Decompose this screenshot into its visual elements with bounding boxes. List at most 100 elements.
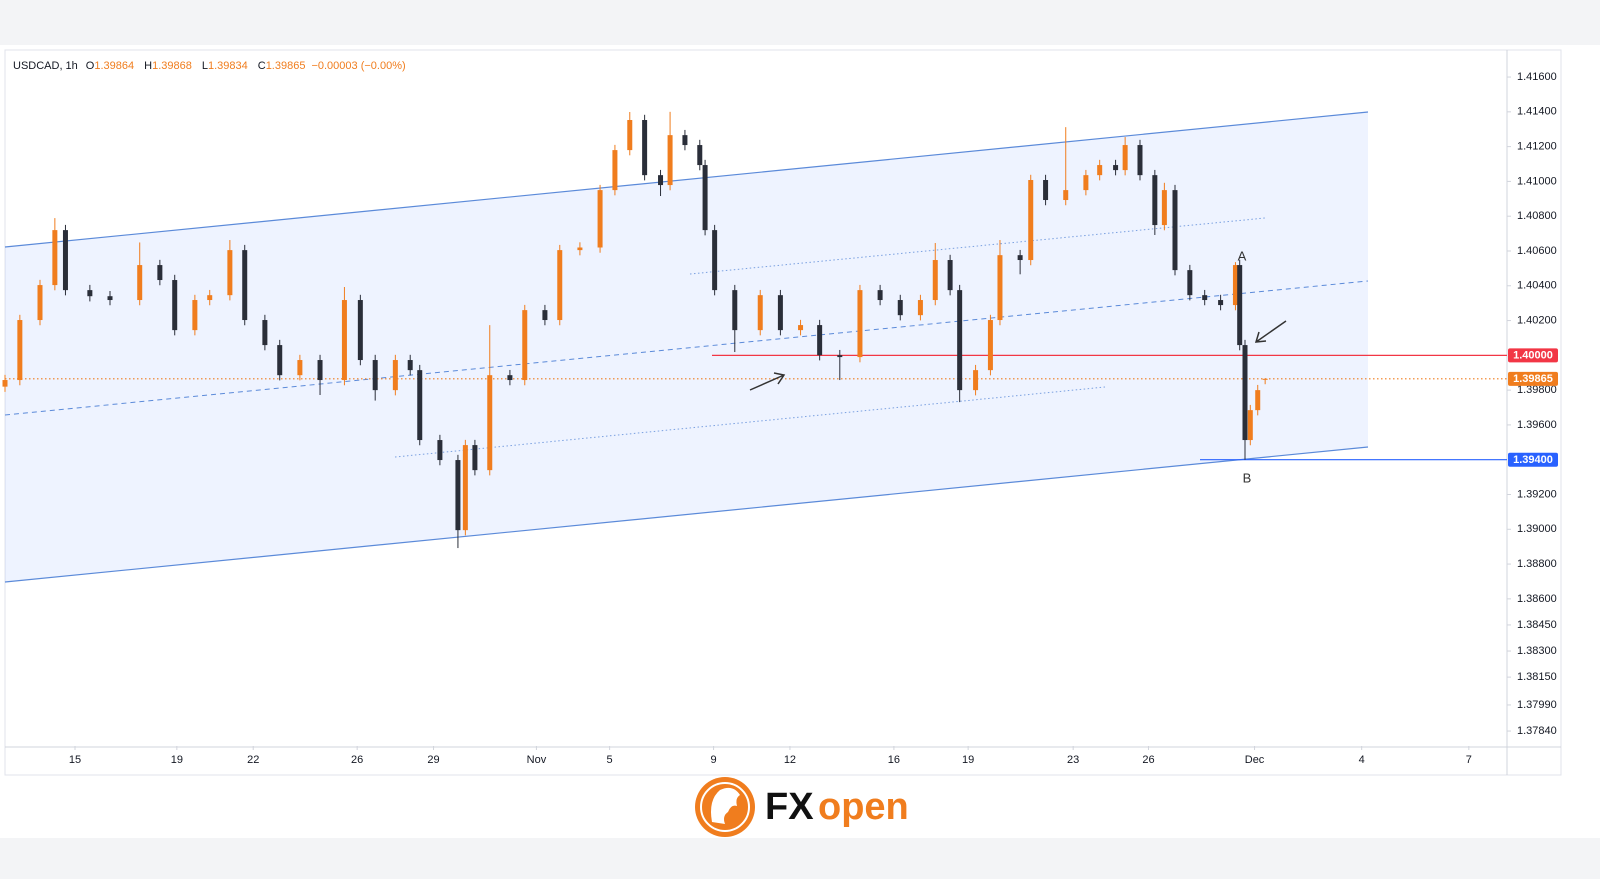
inner-line: [394, 386, 1106, 458]
y-tick-label: 1.39800: [1517, 384, 1557, 396]
candle-body: [2, 380, 8, 387]
candle-body: [1122, 145, 1128, 171]
ohlc-prefix: C: [258, 60, 266, 72]
candle-body: [777, 295, 783, 331]
candle-body: [297, 360, 303, 376]
inner-line: [689, 217, 1266, 275]
channel-median: [4, 280, 1369, 416]
y-tick-label: 1.39000: [1517, 523, 1557, 535]
y-tick-label: 1.39600: [1517, 419, 1557, 431]
candle-body: [417, 370, 423, 441]
candle-body: [137, 265, 143, 301]
candle-body: [712, 230, 718, 291]
x-tick-label: 19: [962, 754, 974, 766]
candle-body: [37, 285, 43, 321]
logo-lion: [711, 787, 740, 824]
price-label-box: [1508, 452, 1558, 467]
channel-upper: [4, 111, 1369, 248]
candle-body: [192, 300, 198, 331]
candle-body: [837, 355, 843, 358]
candle-body: [455, 460, 461, 531]
candle-body: [62, 230, 68, 291]
y-tick-label: 1.41600: [1517, 71, 1557, 83]
channel-fill: [5, 112, 1368, 582]
candle-body: [597, 190, 603, 248]
y-tick-label: 1.37840: [1517, 725, 1557, 737]
ohlc-value: 1.39865: [266, 60, 306, 72]
candle-body: [542, 310, 548, 321]
x-tick-label: 29: [427, 754, 439, 766]
candle-body: [1097, 165, 1103, 176]
annotation: A: [1238, 248, 1247, 263]
candle-body: [172, 280, 178, 331]
candle-body: [658, 175, 664, 186]
candle-body: [1113, 165, 1119, 171]
candle-body: [1242, 345, 1248, 441]
y-tick-label: 1.41400: [1517, 106, 1557, 118]
candle-body: [207, 295, 213, 301]
y-tick-label: 1.41200: [1517, 141, 1557, 153]
candle-body: [917, 300, 923, 316]
candle-body: [857, 290, 863, 358]
candle-body: [262, 320, 268, 346]
candle-body: [437, 440, 443, 461]
y-tick-label: 1.38300: [1517, 645, 1557, 657]
candle-body: [1262, 378, 1268, 380]
candle-body: [702, 165, 708, 231]
candle-body: [642, 120, 648, 176]
y-tick-label: 1.38800: [1517, 558, 1557, 570]
ohlc-prefix: O: [86, 60, 95, 72]
price-label: 1.39400: [1513, 454, 1553, 466]
x-tick-label: 16: [888, 754, 900, 766]
candle-body: [522, 310, 528, 381]
candle-body: [987, 320, 993, 371]
symbol: USDCAD, 1h: [13, 60, 78, 72]
x-tick-label: 19: [171, 754, 183, 766]
candle-body: [757, 295, 763, 331]
candle-body: [667, 135, 673, 186]
ohlc-prefix: L: [202, 60, 208, 72]
candle-body: [973, 370, 979, 391]
candle-body: [1028, 180, 1034, 261]
candle-body: [1187, 270, 1193, 296]
y-tick-label: 1.38450: [1517, 619, 1557, 631]
y-tick-label: 1.38600: [1517, 593, 1557, 605]
candle-body: [1218, 300, 1224, 306]
candle-body: [462, 445, 468, 531]
candle-body: [507, 375, 513, 381]
candle-body: [407, 360, 413, 371]
x-tick-label: 26: [351, 754, 363, 766]
candle-body: [107, 296, 113, 301]
candle-body: [227, 250, 233, 296]
price-label-box: [1508, 348, 1558, 363]
candle-body: [1063, 190, 1069, 201]
candle-body: [52, 230, 58, 286]
logo-text: open: [818, 786, 909, 828]
candle-body: [1043, 180, 1049, 201]
candle-body: [1202, 295, 1208, 301]
candle-body: [697, 145, 703, 166]
candle-body: [317, 360, 323, 381]
candle-body: [798, 325, 804, 331]
candle-body: [577, 247, 583, 251]
channel-lower: [4, 446, 1369, 583]
arrow: [749, 372, 786, 391]
candle-body: [487, 375, 493, 471]
candle-body: [732, 290, 738, 331]
price-label: 1.40000: [1513, 350, 1553, 362]
candle-body: [1161, 190, 1167, 226]
candle-body: [612, 150, 618, 191]
candle-body: [357, 300, 363, 361]
candle-body: [897, 300, 903, 316]
candle-body: [627, 120, 633, 151]
x-tick-label: 5: [607, 754, 613, 766]
bottom-band: [0, 838, 1600, 879]
candle-body: [392, 360, 398, 391]
candle-body: [682, 135, 688, 146]
candle-body: [932, 260, 938, 301]
ohlc-value: 1.39834: [208, 60, 248, 72]
candle-body: [1152, 175, 1158, 226]
candle-body: [947, 260, 953, 291]
candle-body: [372, 360, 378, 391]
